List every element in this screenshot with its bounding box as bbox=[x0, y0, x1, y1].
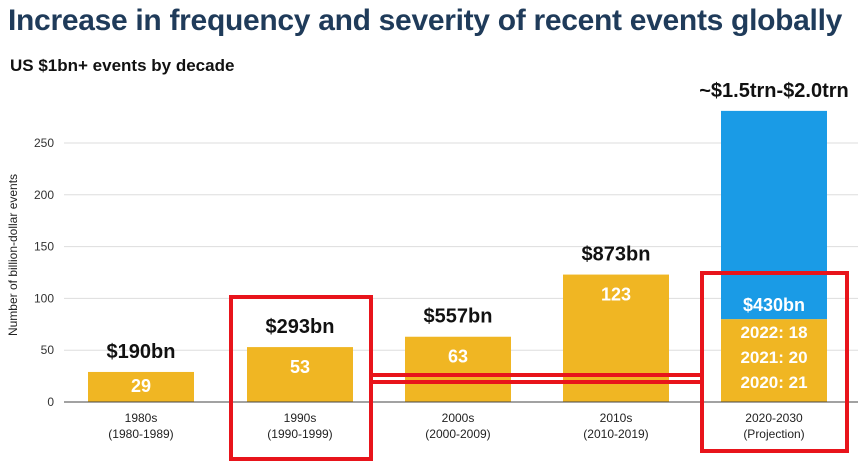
projection-year-label: 2020: 21 bbox=[740, 373, 807, 392]
cost-label: $293bn bbox=[266, 316, 335, 338]
x-tick-sublabel: (2010-2019) bbox=[583, 427, 648, 441]
cost-label: ~$1.5trn-$2.0trn bbox=[699, 80, 849, 102]
bar-segment-events bbox=[88, 371, 194, 402]
highlight-boxes bbox=[229, 271, 849, 461]
y-axis-label: Number of billion-dollar events bbox=[6, 174, 20, 336]
x-tick-label: 1980s bbox=[125, 411, 158, 425]
bar-segment-projection bbox=[721, 110, 827, 320]
x-tick-sublabel: (Projection) bbox=[743, 427, 804, 441]
bar-segment-events bbox=[721, 319, 827, 402]
highlight-connector bbox=[369, 373, 704, 384]
x-tick-sublabel: (1980-1989) bbox=[108, 427, 173, 441]
projection-year-label: 2022: 18 bbox=[740, 323, 807, 342]
highlight-box-projection bbox=[700, 271, 849, 453]
y-tick-label: 50 bbox=[41, 343, 55, 357]
y-tick-label: 150 bbox=[34, 240, 54, 254]
bar-segment-events bbox=[405, 336, 511, 402]
chart-subtitle: US $1bn+ events by decade bbox=[10, 56, 235, 75]
x-tick-label: 2010s bbox=[600, 411, 633, 425]
y-tick-label: 250 bbox=[34, 136, 54, 150]
y-tick-label: 100 bbox=[34, 291, 54, 305]
x-tick-sublabel: (2000-2009) bbox=[425, 427, 490, 441]
projection-cost-label: $430bn bbox=[743, 295, 805, 315]
bar-value-label: 123 bbox=[601, 285, 631, 305]
y-axis-ticks: 0 50 100 150 200 250 bbox=[34, 136, 54, 409]
bars bbox=[88, 110, 827, 402]
x-tick-label: 1990s bbox=[284, 411, 317, 425]
y-tick-label: 0 bbox=[47, 395, 54, 409]
x-tick-sublabel: (1990-1999) bbox=[267, 427, 332, 441]
projection-year-label: 2021: 20 bbox=[740, 348, 807, 367]
x-axis-ticks: 1980s (1980-1989) 1990s (1990-1999) 2000s (20… bbox=[108, 411, 804, 441]
cost-label: $190bn bbox=[107, 341, 176, 363]
y-tick-label: 200 bbox=[34, 188, 54, 202]
bar-value-label: 53 bbox=[290, 357, 310, 377]
bar-value-label: 63 bbox=[448, 347, 468, 367]
data-labels: 29 53 63 123 $190bn $293bn $557bn $873bn ~$1.5tr… bbox=[107, 80, 849, 396]
cost-label: $873bn bbox=[582, 244, 651, 266]
bar-value-label: 29 bbox=[131, 376, 151, 396]
chart-title: Increase in frequency and severity of re… bbox=[8, 4, 842, 37]
bar-segment-events bbox=[247, 347, 353, 402]
cost-label: $557bn bbox=[424, 306, 493, 328]
x-tick-label: 2020-2030 bbox=[745, 411, 803, 425]
x-tick-label: 2000s bbox=[442, 411, 475, 425]
